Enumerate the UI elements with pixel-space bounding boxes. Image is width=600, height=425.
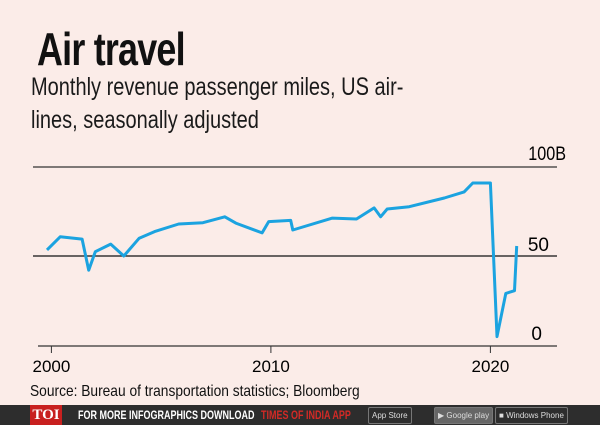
app-name[interactable]: TIMES OF INDIA APP [261, 408, 351, 422]
x-tick-label-2000: 2000 [32, 357, 70, 376]
x-tick-label-2010: 2010 [252, 357, 290, 376]
play-icon: ▶ [438, 411, 445, 420]
app-store-label: App Store [372, 411, 408, 420]
series-line [45, 181, 519, 339]
chart-subtitle-line-1: Monthly revenue passenger miles, US air- [31, 73, 404, 101]
y-tick-label-0: 0 [531, 324, 542, 345]
chart-title: Air travel [37, 23, 186, 75]
google-play-label: Google play [446, 411, 490, 420]
y-tick-label-100: 100B [528, 143, 566, 165]
windows-phone-badge[interactable]: ■ Windows Phone [495, 407, 568, 424]
footer-bar: TOI FOR MORE INFOGRAPHICS DOWNLOAD TIMES… [0, 405, 600, 425]
app-store-badge[interactable]: App Store [368, 407, 412, 424]
chart-subtitle-line-2: lines, seasonally adjusted [31, 106, 259, 134]
toi-logo: TOI [30, 405, 62, 425]
x-tick-label-2020: 2020 [471, 357, 509, 376]
y-tick-label-50: 50 [528, 235, 549, 256]
promo-text: FOR MORE INFOGRAPHICS DOWNLOAD [78, 408, 255, 422]
line-chart: 100B 50 0 2000 2010 2020 [32, 143, 566, 376]
windows-phone-label: Windows Phone [506, 411, 564, 420]
source-note: Source: Bureau of transportation statist… [30, 383, 360, 400]
windows-icon: ■ [499, 411, 504, 420]
google-play-badge[interactable]: ▶ Google play [434, 407, 494, 424]
